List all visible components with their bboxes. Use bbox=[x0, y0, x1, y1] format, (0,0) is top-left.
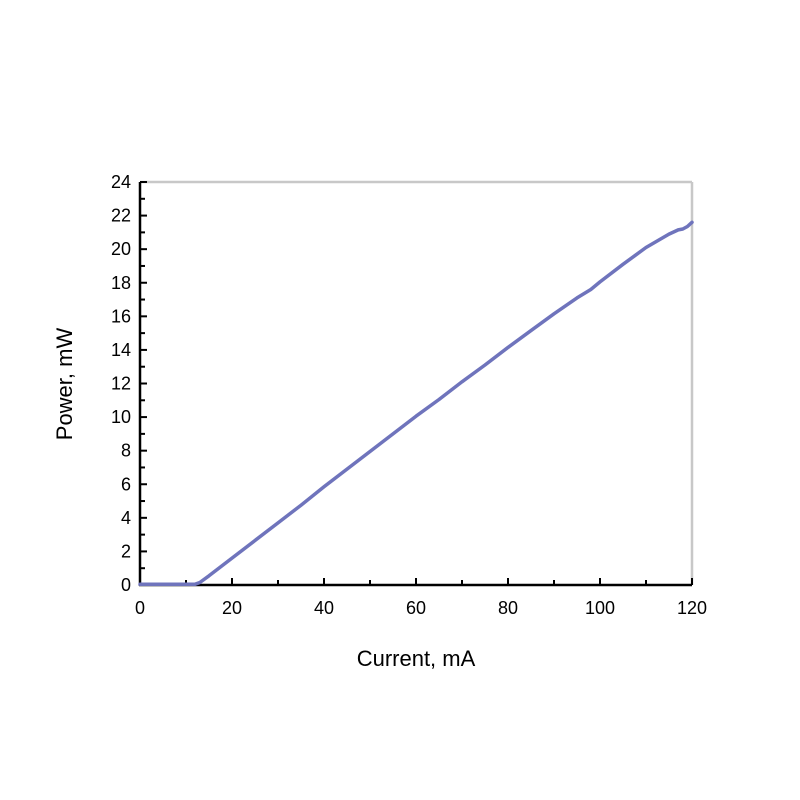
x-tick-label: 20 bbox=[222, 598, 242, 618]
x-tick-label: 80 bbox=[498, 598, 518, 618]
axes bbox=[138, 180, 694, 587]
x-tick-label: 40 bbox=[314, 598, 334, 618]
x-tick-label: 60 bbox=[406, 598, 426, 618]
y-tick-label: 4 bbox=[121, 508, 131, 528]
plot-area bbox=[138, 220, 694, 586]
x-axis-label: Current, mA bbox=[357, 646, 476, 671]
y-axis-label: Power, mW bbox=[52, 328, 77, 441]
y-tick-label: 8 bbox=[121, 441, 131, 461]
x-tick-label: 0 bbox=[135, 598, 145, 618]
y-tick-label: 12 bbox=[111, 374, 131, 394]
y-tick-label: 24 bbox=[111, 172, 131, 192]
y-tick-label: 18 bbox=[111, 273, 131, 293]
x-tick-label: 120 bbox=[677, 598, 707, 618]
y-tick-label: 22 bbox=[111, 206, 131, 226]
y-tick-label: 16 bbox=[111, 306, 131, 326]
y-tick-label: 10 bbox=[111, 407, 131, 427]
series-line bbox=[138, 220, 694, 586]
y-tick-label: 6 bbox=[121, 474, 131, 494]
y-tick-label: 0 bbox=[121, 575, 131, 595]
y-tick-label: 14 bbox=[111, 340, 131, 360]
x-tick-label: 100 bbox=[585, 598, 615, 618]
y-tick-label: 2 bbox=[121, 541, 131, 561]
y-tick-label: 20 bbox=[111, 239, 131, 259]
